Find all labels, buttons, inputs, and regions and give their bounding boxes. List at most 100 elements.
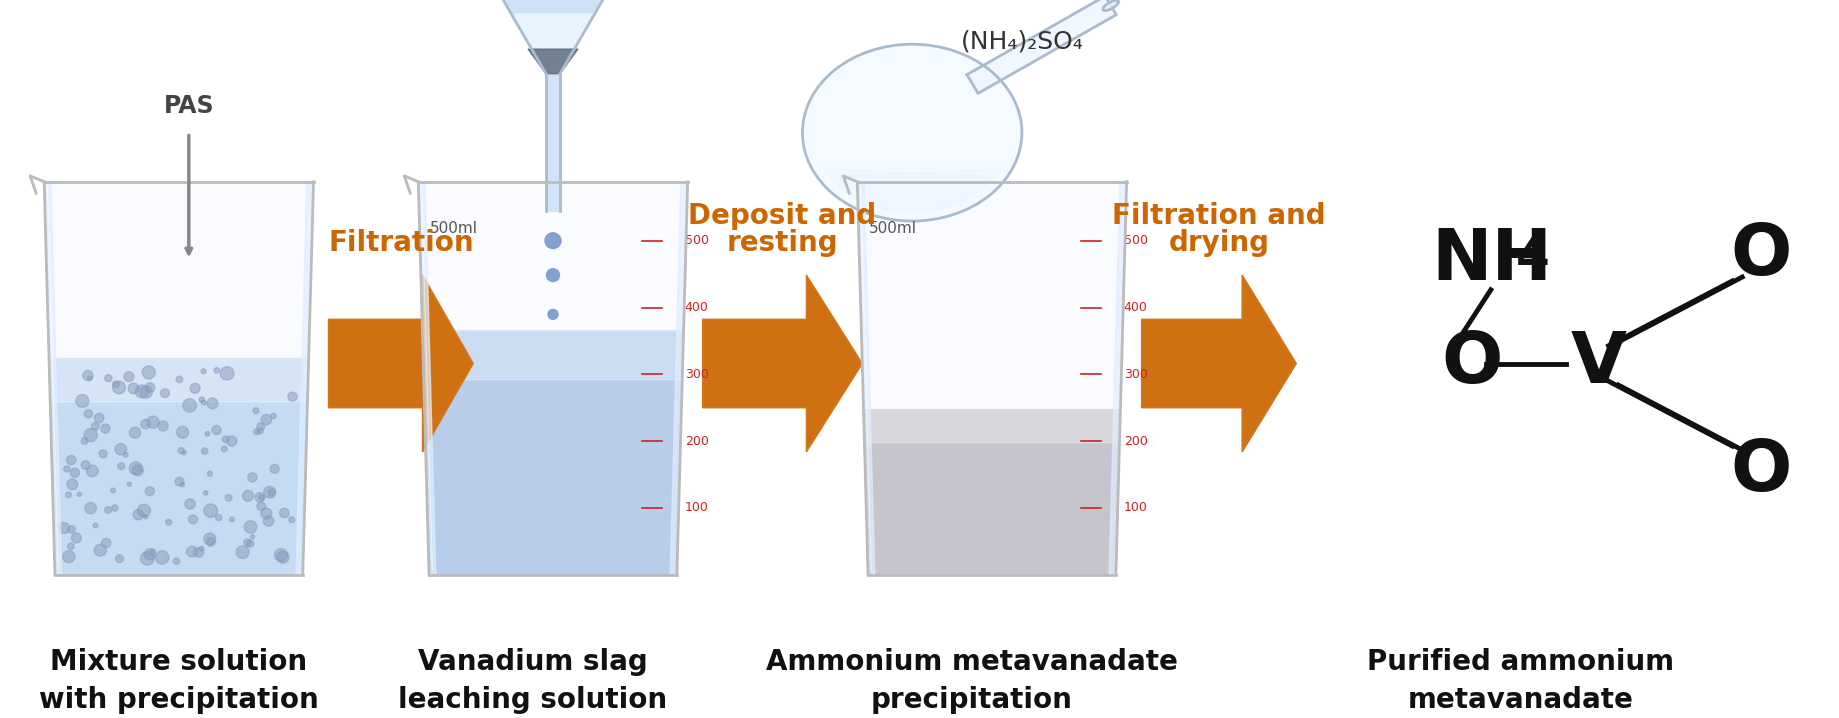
Polygon shape [862,410,1120,574]
Circle shape [202,448,208,454]
Circle shape [221,446,226,452]
Circle shape [112,381,125,394]
Circle shape [66,455,75,465]
Circle shape [221,367,234,380]
Circle shape [175,477,184,486]
Circle shape [145,383,154,393]
Text: 500ml: 500ml [868,221,918,236]
Circle shape [546,269,559,281]
Text: 400: 400 [684,301,708,314]
Circle shape [223,436,230,443]
Polygon shape [417,182,436,574]
Circle shape [72,533,81,543]
Circle shape [173,558,180,564]
Circle shape [211,426,221,434]
Circle shape [250,535,254,538]
Text: 500: 500 [1124,234,1148,247]
Polygon shape [417,182,688,574]
Circle shape [280,508,289,518]
Circle shape [246,540,254,547]
Circle shape [204,504,217,518]
Circle shape [263,516,274,526]
Circle shape [263,486,276,498]
Circle shape [85,429,97,442]
Text: 100: 100 [1124,501,1148,514]
Circle shape [143,549,154,560]
Circle shape [254,408,259,414]
Circle shape [88,376,92,381]
Circle shape [68,543,74,549]
Circle shape [147,416,160,428]
Circle shape [140,551,154,565]
Circle shape [261,508,272,519]
Text: 200: 200 [684,434,708,447]
Circle shape [85,410,92,418]
Polygon shape [50,358,309,402]
Text: O: O [1729,221,1791,290]
Text: Vanadium slag: Vanadium slag [417,648,647,676]
Circle shape [129,383,140,393]
Text: PAS: PAS [164,94,213,118]
Circle shape [274,549,287,561]
Circle shape [235,546,248,559]
Polygon shape [50,358,309,574]
Text: Ammonium metavanadate: Ammonium metavanadate [765,648,1177,676]
Circle shape [81,461,90,470]
Circle shape [199,397,204,403]
Polygon shape [857,182,874,574]
Circle shape [94,414,103,423]
Circle shape [81,438,88,444]
Circle shape [188,515,197,523]
Circle shape [189,383,200,393]
Circle shape [142,366,154,379]
Circle shape [548,309,557,320]
Polygon shape [1109,182,1125,574]
Circle shape [200,401,206,405]
Circle shape [248,473,257,482]
Text: with precipitation: with precipitation [39,686,318,714]
Text: Deposit and: Deposit and [688,202,875,230]
Circle shape [257,428,263,434]
Circle shape [270,414,276,419]
Circle shape [289,517,294,523]
Circle shape [243,490,254,501]
Circle shape [204,491,208,495]
Polygon shape [702,275,862,452]
Circle shape [75,394,88,407]
Circle shape [59,523,70,533]
Text: 100: 100 [684,501,708,514]
Circle shape [158,421,167,431]
Circle shape [224,495,232,501]
Circle shape [256,493,265,502]
Text: 200: 200 [1124,434,1148,447]
Circle shape [178,447,184,454]
Circle shape [257,423,265,431]
Polygon shape [296,182,313,574]
Circle shape [86,465,97,477]
Circle shape [215,514,223,521]
Circle shape [177,426,188,438]
Circle shape [182,450,186,454]
Circle shape [268,489,276,496]
Circle shape [182,398,197,412]
Text: resting: resting [726,230,839,257]
Circle shape [254,429,259,434]
Polygon shape [423,331,684,380]
Circle shape [208,471,211,476]
Circle shape [63,551,75,563]
Circle shape [116,555,123,563]
Circle shape [129,427,140,438]
Circle shape [123,372,134,381]
Text: NH: NH [1431,226,1550,295]
Circle shape [143,515,147,519]
Polygon shape [528,49,577,74]
Polygon shape [669,182,688,574]
Circle shape [110,488,116,493]
Circle shape [66,492,72,498]
Circle shape [92,422,99,430]
Circle shape [66,479,77,490]
Polygon shape [443,0,662,74]
Circle shape [261,414,272,425]
Circle shape [105,375,112,382]
Circle shape [184,499,195,509]
